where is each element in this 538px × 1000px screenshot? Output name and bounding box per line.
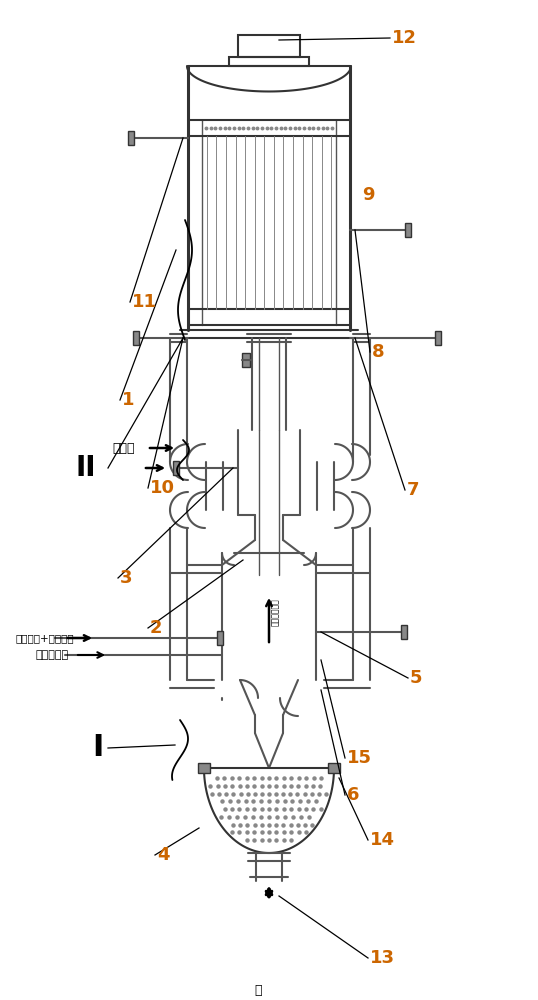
- Bar: [435, 331, 441, 345]
- Text: 5: 5: [410, 669, 422, 687]
- Text: 9: 9: [362, 186, 374, 204]
- Bar: [405, 223, 411, 237]
- Bar: [401, 625, 407, 639]
- Text: 8: 8: [372, 343, 385, 361]
- Bar: [229, 57, 309, 66]
- Bar: [238, 35, 300, 57]
- Bar: [328, 763, 340, 773]
- Text: 干粉原料+输送载气: 干粉原料+输送载气: [15, 633, 74, 643]
- Text: 13: 13: [370, 949, 395, 967]
- Bar: [133, 331, 139, 345]
- Bar: [198, 763, 210, 773]
- Text: 10: 10: [150, 479, 175, 497]
- Text: 冷煤气: 冷煤气: [112, 442, 134, 454]
- Bar: [217, 631, 223, 645]
- Text: 4: 4: [157, 846, 169, 864]
- Text: I: I: [92, 734, 103, 762]
- Text: 14: 14: [370, 831, 395, 849]
- Text: II: II: [75, 454, 96, 482]
- Bar: [128, 131, 134, 145]
- Text: 纯氧或富氧: 纯氧或富氧: [36, 650, 69, 660]
- Bar: [242, 353, 250, 367]
- Text: 3: 3: [120, 569, 132, 587]
- Text: 1: 1: [122, 391, 134, 409]
- Bar: [173, 461, 179, 475]
- Text: 12: 12: [392, 29, 417, 47]
- Text: 2: 2: [150, 619, 162, 637]
- Text: 15: 15: [347, 749, 372, 767]
- Text: 7: 7: [407, 481, 420, 499]
- Text: 6: 6: [347, 786, 359, 804]
- Text: 渣: 渣: [254, 984, 261, 996]
- Text: 11: 11: [132, 293, 157, 311]
- Text: 高温粗合成气: 高温粗合成气: [271, 598, 280, 626]
